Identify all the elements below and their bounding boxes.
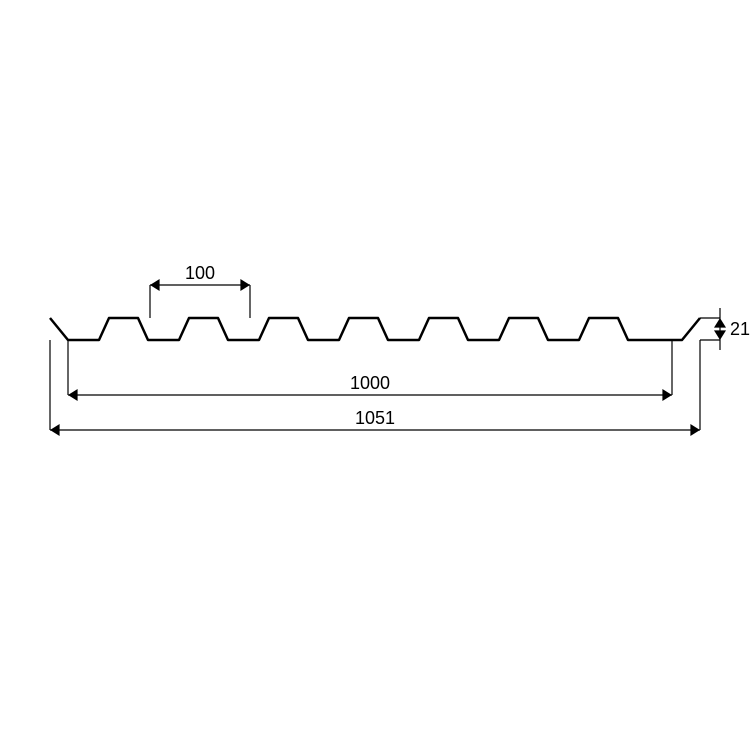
arrowhead: [50, 424, 60, 436]
arrowhead: [240, 279, 250, 291]
arrowhead: [714, 318, 726, 328]
dim-label: 1000: [350, 373, 390, 393]
arrowhead: [68, 389, 78, 401]
arrowhead: [690, 424, 700, 436]
dim-label: 1051: [355, 408, 395, 428]
arrowhead: [150, 279, 160, 291]
arrowhead: [662, 389, 672, 401]
dim-label: 100: [185, 263, 215, 283]
profile-outline: [50, 318, 700, 340]
arrowhead: [714, 330, 726, 340]
dim-label: 21: [730, 319, 750, 339]
